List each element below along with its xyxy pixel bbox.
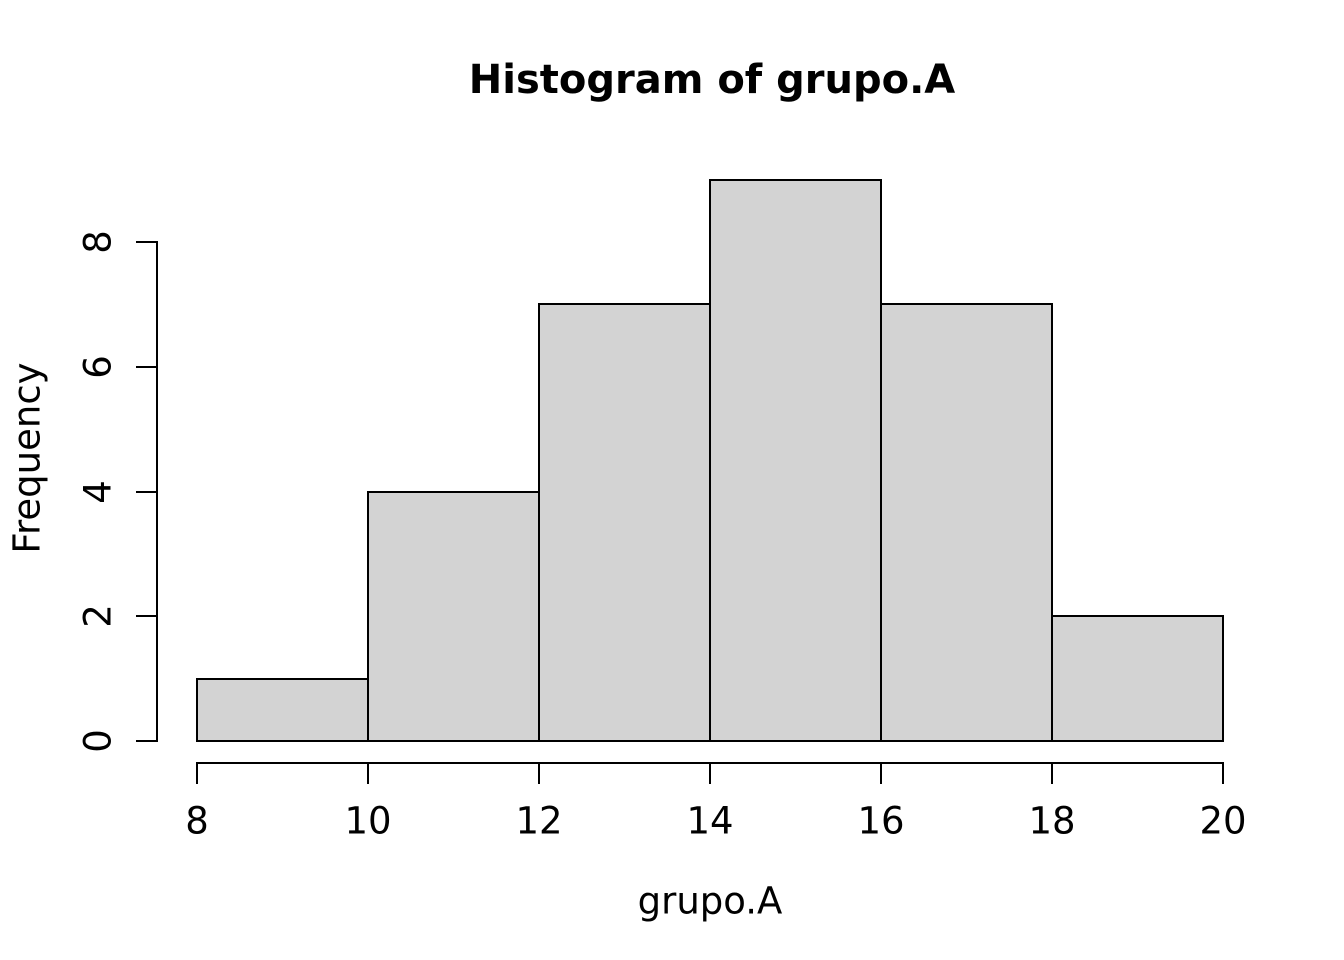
x-tick (880, 762, 882, 784)
y-tick (136, 740, 158, 742)
x-tick-label: 20 (1199, 799, 1247, 843)
x-tick (196, 762, 198, 784)
y-tick-label: 6 (76, 354, 120, 379)
y-tick-label: 2 (76, 604, 120, 629)
x-tick-label: 16 (857, 799, 905, 843)
y-tick (136, 490, 158, 493)
y-tick (136, 365, 158, 368)
y-tick-label: 0 (76, 729, 120, 753)
histogram-bar (709, 178, 882, 742)
x-axis-label: grupo.A (637, 879, 783, 923)
x-tick-label: 14 (686, 799, 734, 843)
y-axis-label: Frequency (5, 362, 49, 554)
x-tick-label: 10 (344, 799, 392, 843)
y-tick-label: 8 (76, 230, 120, 254)
histogram-bar (538, 303, 711, 742)
y-tick-label: 4 (76, 479, 120, 504)
histogram-bar (367, 490, 540, 742)
x-tick-label: 12 (515, 799, 563, 843)
x-tick (538, 762, 540, 784)
histogram-bar (880, 303, 1053, 742)
x-tick (1051, 762, 1053, 784)
x-tick (367, 762, 369, 784)
x-tick-label: 8 (185, 799, 209, 843)
y-tick (136, 615, 158, 618)
x-tick (1222, 762, 1224, 784)
x-tick (709, 762, 711, 784)
y-tick (136, 241, 158, 243)
x-tick-label: 18 (1028, 799, 1076, 843)
chart-title: Histogram of grupo.A (468, 57, 956, 103)
histogram-bar (1051, 615, 1224, 742)
histogram-bar (196, 677, 369, 742)
